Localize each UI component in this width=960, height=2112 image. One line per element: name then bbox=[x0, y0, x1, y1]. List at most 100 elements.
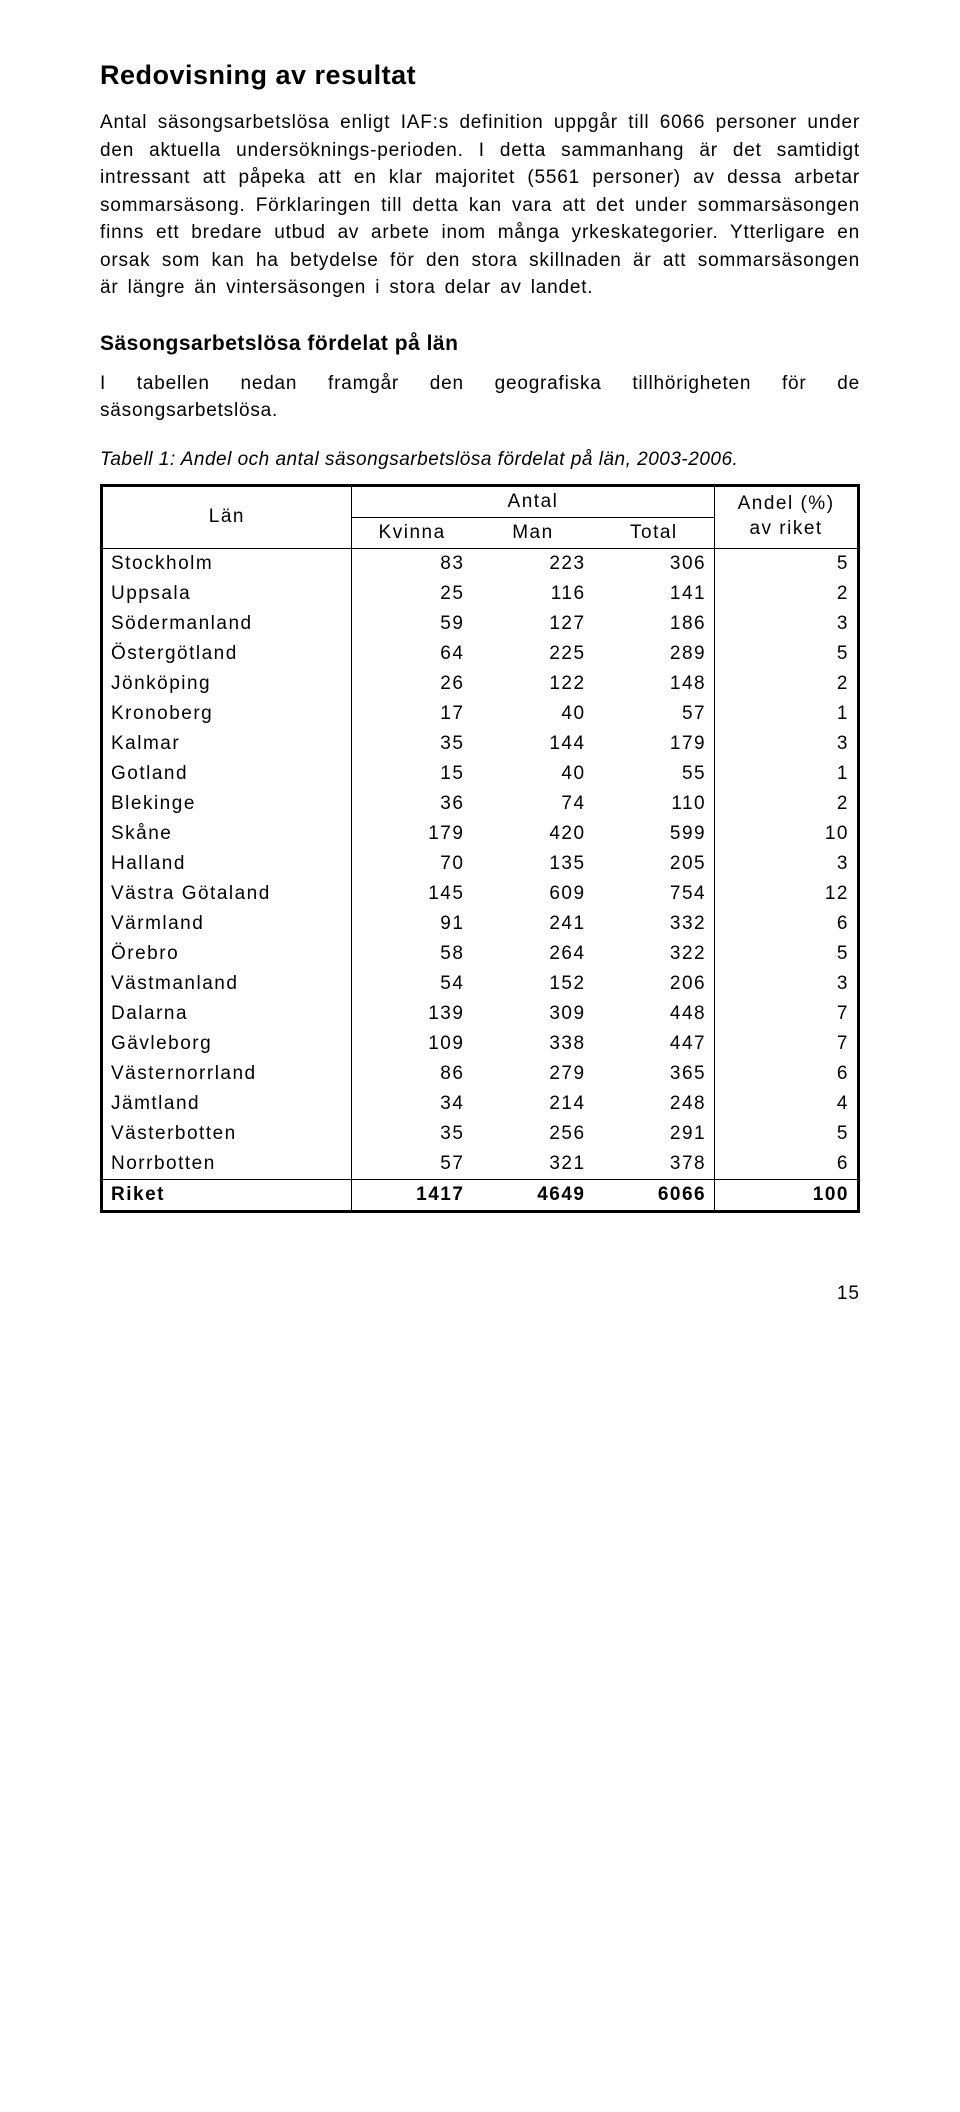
cell-total: 322 bbox=[594, 939, 715, 969]
cell-lan: Gotland bbox=[102, 759, 352, 789]
cell-kvinna: 35 bbox=[351, 1119, 472, 1149]
cell-man: 135 bbox=[472, 849, 593, 879]
cell-kvinna: 59 bbox=[351, 609, 472, 639]
cell-lan: Kalmar bbox=[102, 729, 352, 759]
cell-total: 754 bbox=[594, 879, 715, 909]
cell-kvinna: 34 bbox=[351, 1089, 472, 1119]
header-kvinna: Kvinna bbox=[351, 517, 472, 548]
cell-man: 40 bbox=[472, 759, 593, 789]
cell-lan: Gävleborg bbox=[102, 1029, 352, 1059]
data-table: Län Antal Andel (%) av riket Kvinna Man … bbox=[100, 484, 860, 1213]
cell-andel: 3 bbox=[715, 969, 859, 999]
cell-lan: Halland bbox=[102, 849, 352, 879]
header-antal: Antal bbox=[351, 485, 714, 517]
cell-kvinna: 145 bbox=[351, 879, 472, 909]
cell-total: 378 bbox=[594, 1149, 715, 1180]
cell-lan: Jämtland bbox=[102, 1089, 352, 1119]
cell-lan: Blekinge bbox=[102, 789, 352, 819]
cell-total: 206 bbox=[594, 969, 715, 999]
cell-lan: Skåne bbox=[102, 819, 352, 849]
cell-man: 214 bbox=[472, 1089, 593, 1119]
cell-andel: 2 bbox=[715, 789, 859, 819]
table-row: Södermanland591271863 bbox=[102, 609, 859, 639]
table-row: Gotland1540551 bbox=[102, 759, 859, 789]
cell-andel: 1 bbox=[715, 699, 859, 729]
cell-andel: 10 bbox=[715, 819, 859, 849]
table-row: Halland701352053 bbox=[102, 849, 859, 879]
cell-kvinna: 35 bbox=[351, 729, 472, 759]
cell-andel: 2 bbox=[715, 579, 859, 609]
cell-kvinna: 54 bbox=[351, 969, 472, 999]
page-number: 15 bbox=[100, 1283, 860, 1305]
cell-total: 248 bbox=[594, 1089, 715, 1119]
table-row: Jämtland342142484 bbox=[102, 1089, 859, 1119]
cell-total: 148 bbox=[594, 669, 715, 699]
cell-lan: Uppsala bbox=[102, 579, 352, 609]
cell-total: 332 bbox=[594, 909, 715, 939]
cell-andel: 6 bbox=[715, 1059, 859, 1089]
table-row: Västerbotten352562915 bbox=[102, 1119, 859, 1149]
cell-man: 152 bbox=[472, 969, 593, 999]
cell-man: 321 bbox=[472, 1149, 593, 1180]
cell-total: 448 bbox=[594, 999, 715, 1029]
total-andel: 100 bbox=[715, 1179, 859, 1211]
cell-kvinna: 83 bbox=[351, 548, 472, 579]
total-total: 6066 bbox=[594, 1179, 715, 1211]
table-row: Gävleborg1093384477 bbox=[102, 1029, 859, 1059]
cell-lan: Stockholm bbox=[102, 548, 352, 579]
cell-andel: 12 bbox=[715, 879, 859, 909]
table-row: Norrbotten573213786 bbox=[102, 1149, 859, 1180]
cell-lan: Värmland bbox=[102, 909, 352, 939]
cell-lan: Västra Götaland bbox=[102, 879, 352, 909]
cell-andel: 5 bbox=[715, 548, 859, 579]
cell-man: 256 bbox=[472, 1119, 593, 1149]
total-lan: Riket bbox=[102, 1179, 352, 1211]
table-row: Blekinge36741102 bbox=[102, 789, 859, 819]
cell-man: 74 bbox=[472, 789, 593, 819]
header-lan: Län bbox=[102, 485, 352, 548]
cell-man: 338 bbox=[472, 1029, 593, 1059]
section-heading: Redovisning av resultat bbox=[100, 60, 860, 91]
table-row: Västmanland541522063 bbox=[102, 969, 859, 999]
cell-man: 309 bbox=[472, 999, 593, 1029]
cell-kvinna: 139 bbox=[351, 999, 472, 1029]
cell-lan: Västmanland bbox=[102, 969, 352, 999]
cell-man: 420 bbox=[472, 819, 593, 849]
header-andel: Andel (%) av riket bbox=[715, 485, 859, 548]
cell-man: 609 bbox=[472, 879, 593, 909]
cell-andel: 3 bbox=[715, 849, 859, 879]
cell-total: 306 bbox=[594, 548, 715, 579]
cell-total: 447 bbox=[594, 1029, 715, 1059]
cell-lan: Södermanland bbox=[102, 609, 352, 639]
table-row: Västernorrland862793656 bbox=[102, 1059, 859, 1089]
cell-kvinna: 70 bbox=[351, 849, 472, 879]
header-total: Total bbox=[594, 517, 715, 548]
header-man: Man bbox=[472, 517, 593, 548]
cell-kvinna: 17 bbox=[351, 699, 472, 729]
cell-man: 225 bbox=[472, 639, 593, 669]
cell-total: 289 bbox=[594, 639, 715, 669]
cell-kvinna: 86 bbox=[351, 1059, 472, 1089]
cell-andel: 5 bbox=[715, 1119, 859, 1149]
cell-kvinna: 36 bbox=[351, 789, 472, 819]
cell-man: 264 bbox=[472, 939, 593, 969]
cell-total: 179 bbox=[594, 729, 715, 759]
table-row: Västra Götaland14560975412 bbox=[102, 879, 859, 909]
cell-total: 110 bbox=[594, 789, 715, 819]
cell-andel: 7 bbox=[715, 1029, 859, 1059]
cell-lan: Kronoberg bbox=[102, 699, 352, 729]
cell-lan: Dalarna bbox=[102, 999, 352, 1029]
cell-total: 57 bbox=[594, 699, 715, 729]
cell-kvinna: 57 bbox=[351, 1149, 472, 1180]
cell-total: 291 bbox=[594, 1119, 715, 1149]
paragraph-1: Antal säsongsarbetslösa enligt IAF:s def… bbox=[100, 109, 860, 302]
table-row: Dalarna1393094487 bbox=[102, 999, 859, 1029]
cell-andel: 3 bbox=[715, 729, 859, 759]
cell-man: 40 bbox=[472, 699, 593, 729]
cell-kvinna: 15 bbox=[351, 759, 472, 789]
cell-andel: 2 bbox=[715, 669, 859, 699]
cell-andel: 5 bbox=[715, 939, 859, 969]
cell-lan: Jönköping bbox=[102, 669, 352, 699]
table-row: Stockholm832233065 bbox=[102, 548, 859, 579]
cell-man: 122 bbox=[472, 669, 593, 699]
